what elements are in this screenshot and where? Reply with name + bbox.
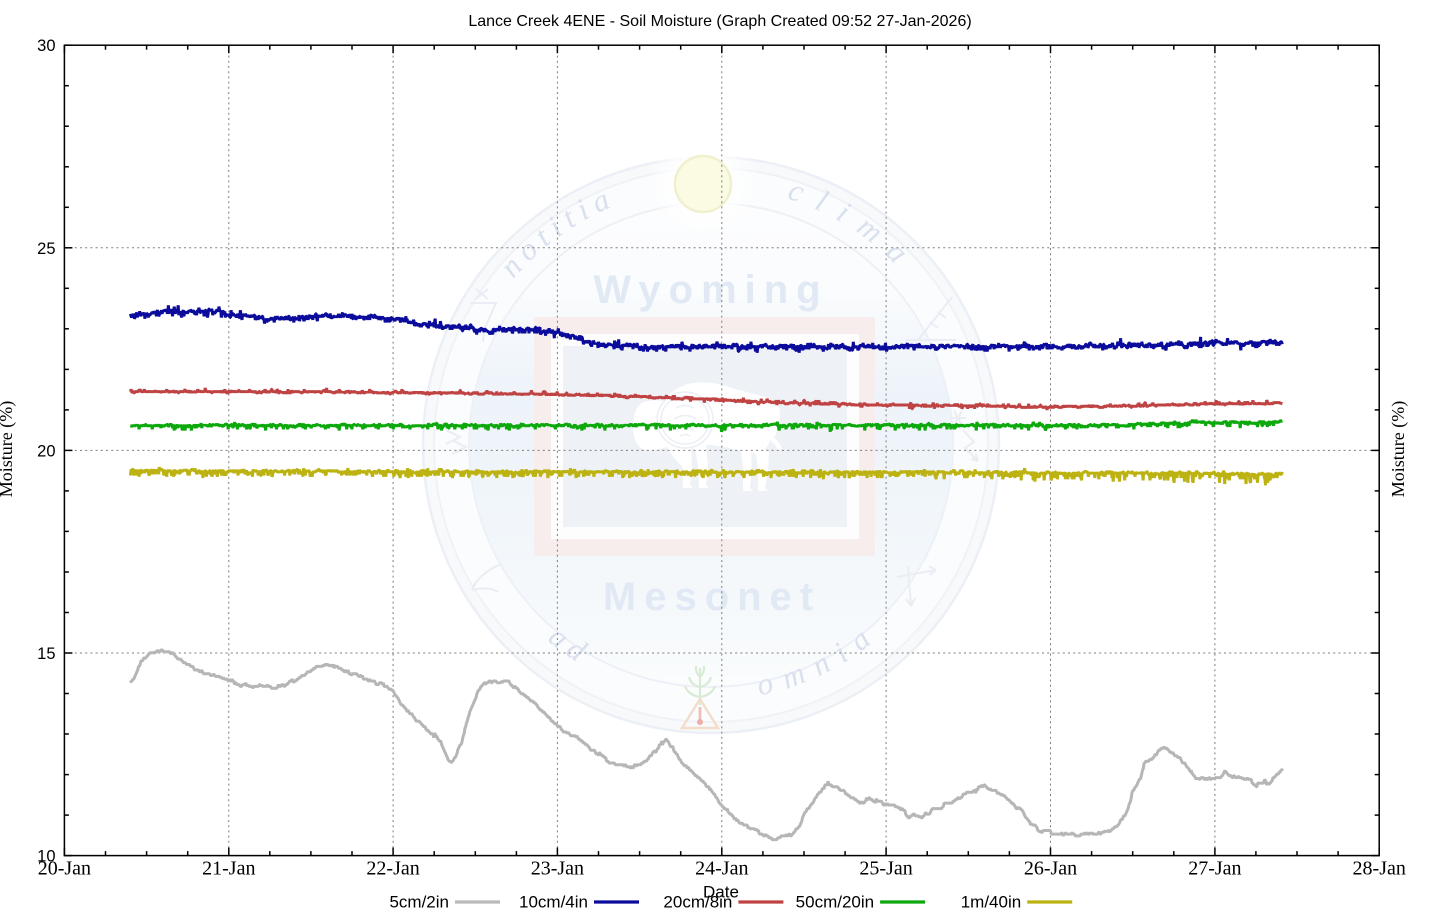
svg-text:21-Jan: 21-Jan xyxy=(202,858,255,880)
svg-text:15: 15 xyxy=(37,645,55,663)
svg-text:20-Jan: 20-Jan xyxy=(38,858,91,880)
svg-text:26-Jan: 26-Jan xyxy=(1024,858,1077,880)
svg-text:22-Jan: 22-Jan xyxy=(366,858,419,880)
svg-text:25: 25 xyxy=(37,240,55,258)
svg-text:Wyoming: Wyoming xyxy=(593,268,828,312)
svg-text:20: 20 xyxy=(37,442,55,460)
svg-text:10cm/4in: 10cm/4in xyxy=(519,893,588,912)
svg-text:30: 30 xyxy=(37,37,55,55)
svg-text:50cm/20in: 50cm/20in xyxy=(796,893,874,912)
svg-text:25-Jan: 25-Jan xyxy=(859,858,912,880)
svg-text:Moisture (%): Moisture (%) xyxy=(0,401,17,497)
svg-text:24-Jan: 24-Jan xyxy=(695,858,748,880)
svg-text:Mesonet: Mesonet xyxy=(603,575,821,619)
svg-text:1m/40in: 1m/40in xyxy=(961,893,1021,912)
svg-text:27-Jan: 27-Jan xyxy=(1188,858,1241,880)
svg-text:5cm/2in: 5cm/2in xyxy=(389,893,449,912)
svg-text:Moisture (%): Moisture (%) xyxy=(1388,401,1409,497)
svg-text:28-Jan: 28-Jan xyxy=(1353,858,1406,880)
svg-text:Date: Date xyxy=(703,883,739,902)
svg-text:10: 10 xyxy=(37,848,55,866)
svg-text:23-Jan: 23-Jan xyxy=(531,858,584,880)
svg-text:20cm/8in: 20cm/8in xyxy=(663,893,732,912)
svg-text:Lance Creek 4ENE - Soil Moistu: Lance Creek 4ENE - Soil Moisture (Graph … xyxy=(468,13,971,30)
